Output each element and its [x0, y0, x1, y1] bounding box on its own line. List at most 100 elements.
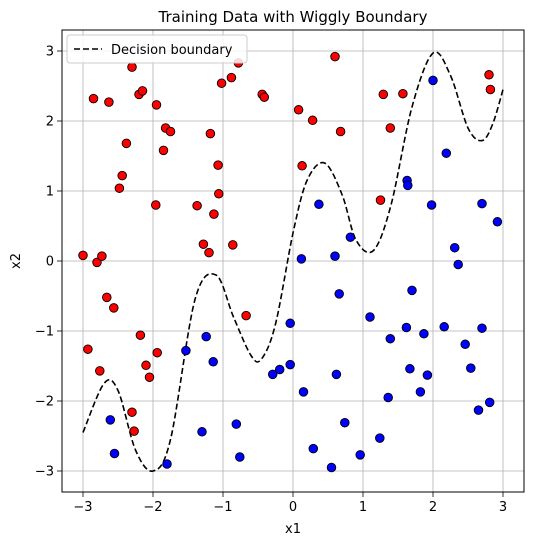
blue-point: [274, 364, 285, 375]
red-point: [198, 239, 209, 249]
red-point: [152, 347, 162, 358]
blue-point: [330, 251, 340, 261]
red-point: [141, 360, 151, 371]
y-tick-label: −3: [35, 465, 54, 480]
red-point: [97, 251, 107, 261]
blue-point: [439, 322, 449, 332]
red-point: [209, 209, 219, 219]
red-point: [204, 247, 214, 258]
red-point: [95, 366, 105, 376]
blue-point: [383, 392, 393, 403]
red-point: [83, 344, 93, 354]
red-point: [485, 84, 496, 95]
red-point: [484, 70, 494, 80]
ticks: −3 −2 −1 0 1 2 3 −3 −2 −1 0 1 2 3: [35, 45, 507, 516]
red-point: [92, 257, 102, 268]
red-point: [192, 200, 202, 211]
y-tick-label: −1: [35, 325, 54, 340]
red-point: [127, 62, 137, 72]
x-tick-label: 1: [359, 500, 367, 515]
blue-point: [460, 339, 470, 350]
blue-point: [331, 369, 342, 380]
chart-title: Training Data with Wiggly Boundary: [158, 8, 428, 26]
blue-point: [285, 318, 295, 329]
red-point: [151, 200, 161, 210]
red-point: [385, 123, 396, 133]
blue-point: [355, 450, 365, 460]
red-point: [88, 93, 99, 104]
red-point: [129, 426, 139, 436]
x-tick-label: −1: [213, 500, 232, 515]
blue-point: [162, 459, 172, 469]
red-point: [297, 161, 307, 171]
blue-point: [231, 419, 242, 429]
red-point: [307, 115, 318, 126]
blue-point: [422, 370, 433, 380]
x-tick-label: 3: [499, 500, 507, 515]
y-tick-label: 1: [46, 185, 54, 200]
blue-point: [109, 448, 120, 459]
y-axis-label: x2: [9, 253, 24, 269]
red-point: [335, 126, 346, 137]
x-axis-label: x1: [285, 522, 301, 537]
blue-point: [441, 148, 452, 158]
red-point: [213, 160, 223, 170]
blue-point: [340, 417, 350, 428]
red-point: [259, 92, 270, 102]
red-point: [78, 250, 88, 261]
red-point: [205, 128, 216, 139]
red-point: [104, 97, 114, 107]
legend: Decision boundary: [66, 34, 248, 64]
grid: [62, 30, 524, 492]
blue-point: [235, 452, 245, 462]
blue-point: [415, 387, 426, 397]
blue-point: [492, 217, 503, 227]
y-tick-label: 0: [46, 255, 54, 270]
blue-point: [426, 200, 437, 210]
blue-point: [419, 329, 429, 339]
blue-point: [477, 323, 487, 333]
blue-point: [375, 433, 385, 443]
red-point: [151, 100, 162, 110]
blue-point: [208, 357, 218, 367]
blue-point: [314, 199, 324, 210]
blue-point: [267, 369, 278, 380]
red-point: [117, 170, 127, 181]
red-point: [226, 72, 237, 83]
blue-point: [105, 415, 116, 425]
blue-point: [181, 345, 191, 356]
x-tick-label: −3: [73, 500, 92, 515]
red-point: [293, 105, 304, 115]
red-point: [241, 310, 251, 321]
red-point: [165, 126, 176, 137]
red-point: [127, 407, 137, 417]
blue-point: [473, 405, 484, 415]
red-point: [214, 189, 224, 199]
blue-point: [298, 387, 309, 397]
blue-point: [326, 462, 337, 473]
y-tick-label: 3: [46, 45, 54, 60]
blue-point: [385, 333, 396, 344]
y-tick-label: −2: [35, 395, 54, 410]
legend-label: Decision boundary: [111, 43, 233, 58]
blue-point: [407, 285, 417, 296]
red-point: [109, 303, 119, 313]
red-point: [330, 51, 340, 62]
blue-point: [401, 322, 412, 333]
red-point: [375, 195, 386, 205]
red-point: [121, 138, 132, 149]
blue-point: [477, 198, 487, 209]
red-point: [137, 86, 148, 96]
x-tick-label: 2: [429, 500, 437, 515]
red-point: [144, 372, 155, 382]
blue-point: [197, 427, 207, 437]
red-point: [216, 78, 227, 88]
blue-point: [308, 443, 319, 454]
blue-point: [334, 289, 344, 299]
blue-point: [405, 364, 415, 374]
blue-point: [453, 259, 463, 270]
blue-point: [466, 363, 476, 373]
x-tick-label: −2: [143, 500, 162, 515]
